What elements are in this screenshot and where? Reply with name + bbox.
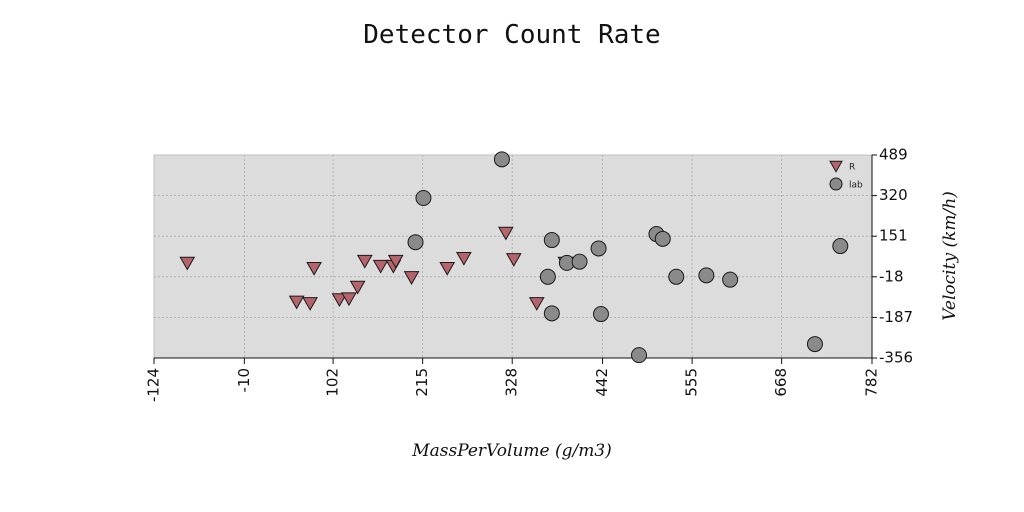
x-tick-label: -124 bbox=[145, 368, 163, 402]
series-r-point bbox=[528, 297, 545, 311]
legend-label-lab: lab bbox=[849, 181, 863, 191]
y-axis: 489 320 151 -18 -187 -356 bbox=[871, 146, 913, 367]
y-axis-label: Velocity (km/h) bbox=[940, 191, 960, 321]
y-tick-label: 320 bbox=[879, 186, 908, 204]
data-points bbox=[179, 151, 849, 364]
x-tick-label: 668 bbox=[772, 368, 790, 397]
series-r-point bbox=[349, 280, 366, 295]
x-tick-label: 102 bbox=[324, 368, 342, 397]
series-lab-point bbox=[654, 230, 671, 247]
grid-lines bbox=[154, 155, 872, 358]
series-lab-point bbox=[698, 267, 715, 284]
series-r-point bbox=[331, 293, 348, 308]
y-tick-label: -187 bbox=[879, 308, 913, 326]
x-tick-label: 555 bbox=[683, 368, 701, 397]
y-tick-label: 151 bbox=[879, 227, 908, 245]
series-r-point bbox=[372, 259, 389, 274]
chart-title: Detector Count Rate bbox=[363, 20, 660, 50]
series-lab-point bbox=[832, 238, 849, 255]
series-lab-point bbox=[631, 347, 648, 364]
x-tick-label: 442 bbox=[593, 368, 611, 397]
series-r-point bbox=[498, 226, 514, 241]
series-r-point bbox=[179, 256, 196, 271]
y-tick-label: -356 bbox=[879, 349, 913, 367]
series-r-point bbox=[306, 262, 322, 276]
series-lab-point bbox=[407, 234, 424, 251]
series-lab-point bbox=[592, 306, 609, 323]
series-lab-point bbox=[415, 190, 432, 207]
y-tick-label: 489 bbox=[879, 146, 908, 164]
series-r-point bbox=[341, 292, 357, 307]
series-lab-point bbox=[543, 305, 560, 322]
series-r-point bbox=[439, 262, 456, 276]
series-r-point bbox=[288, 295, 305, 310]
x-tick-label: 215 bbox=[413, 368, 431, 397]
series-r-point bbox=[505, 253, 522, 267]
series-r-point bbox=[302, 297, 318, 311]
legend-label-r: R bbox=[849, 163, 855, 173]
series-lab-point bbox=[722, 271, 739, 288]
series-r-point bbox=[456, 251, 472, 266]
series-r-points bbox=[179, 226, 574, 311]
x-tick-label: 328 bbox=[503, 368, 521, 397]
x-axis: -124 -10 102 215 328 442 555 668 782 bbox=[145, 357, 881, 402]
series-lab-point bbox=[806, 336, 823, 353]
series-lab-point bbox=[493, 151, 510, 168]
legend-marker-lab bbox=[829, 177, 843, 191]
series-lab-points bbox=[407, 151, 849, 364]
series-lab-point bbox=[571, 253, 588, 270]
legend-marker-r bbox=[829, 160, 843, 173]
series-r-point bbox=[356, 254, 373, 269]
series-lab-point bbox=[543, 232, 560, 249]
y-tick-label: -18 bbox=[879, 267, 904, 285]
series-r-point bbox=[387, 254, 404, 269]
series-lab-point bbox=[668, 268, 685, 285]
x-tick-label: 782 bbox=[863, 368, 881, 397]
x-axis-label: MassPerVolume (g/m3) bbox=[411, 441, 612, 461]
series-r-point bbox=[403, 271, 420, 285]
x-tick-label: -10 bbox=[235, 368, 253, 393]
series-lab-point bbox=[539, 268, 556, 285]
series-lab-point bbox=[590, 240, 607, 257]
